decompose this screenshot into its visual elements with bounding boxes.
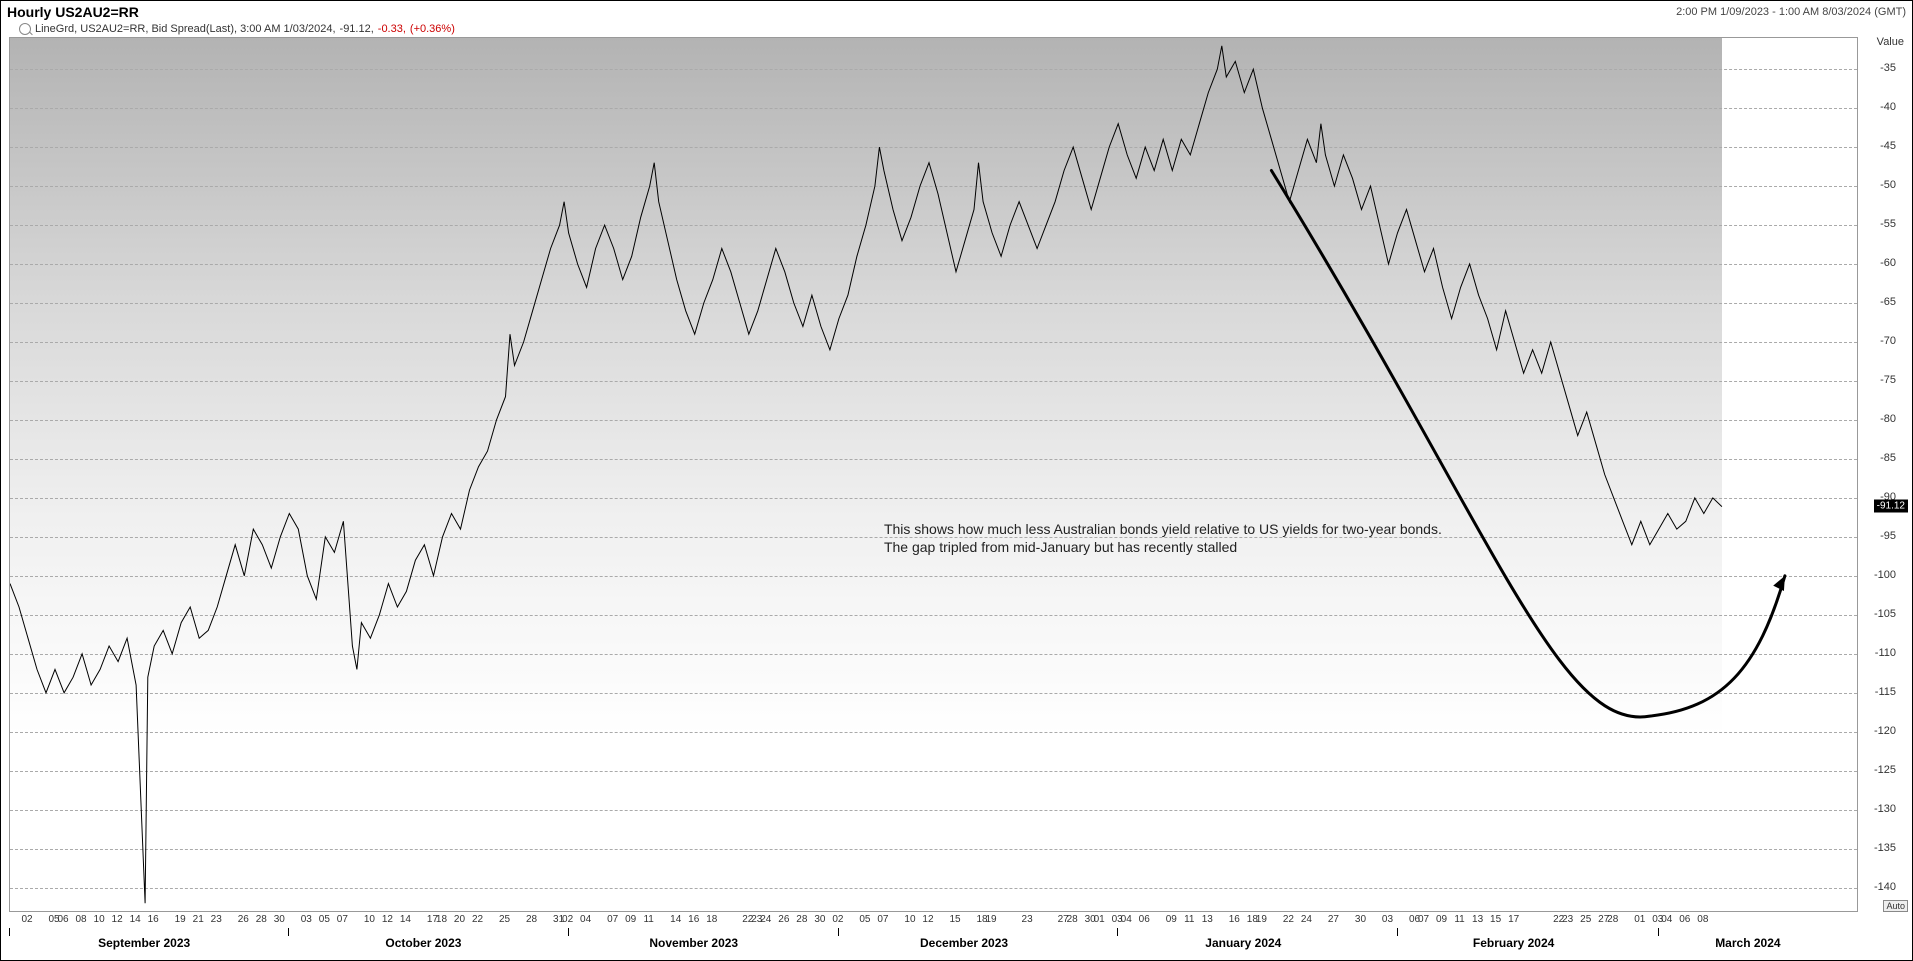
date-range: 2:00 PM 1/09/2023 - 1:00 AM 8/03/2024 (G…	[1676, 6, 1906, 18]
series-line	[10, 38, 1857, 911]
y-axis-title: Value	[1877, 36, 1904, 48]
chart-frame: Hourly US2AU2=RR 2:00 PM 1/09/2023 - 1:0…	[0, 0, 1913, 961]
plot-area[interactable]: This shows how much less Australian bond…	[9, 37, 1858, 912]
last-value-badge: -91.12	[1874, 499, 1908, 512]
series-change: -0.33,	[378, 23, 406, 35]
annotation-text: This shows how much less Australian bond…	[884, 521, 1444, 556]
auto-badge[interactable]: Auto	[1883, 900, 1908, 912]
chart-body: This shows how much less Australian bond…	[9, 37, 1910, 958]
series-label: LineGrd, US2AU2=RR, Bid Spread(Last), 3:…	[35, 23, 336, 35]
series-info-row: LineGrd, US2AU2=RR, Bid Spread(Last), 3:…	[1, 21, 1912, 37]
header-row: Hourly US2AU2=RR 2:00 PM 1/09/2023 - 1:0…	[1, 1, 1912, 21]
series-change-pct: (+0.36%)	[410, 23, 455, 35]
magnifier-icon[interactable]	[19, 23, 31, 35]
chart-title: Hourly US2AU2=RR	[7, 4, 139, 20]
series-value: -91.12,	[340, 23, 374, 35]
x-axis: 0205060810121416192123262830030507101214…	[9, 912, 1858, 958]
y-axis: Value -35-40-45-50-55-60-65-70-75-80-85-…	[1858, 37, 1910, 912]
